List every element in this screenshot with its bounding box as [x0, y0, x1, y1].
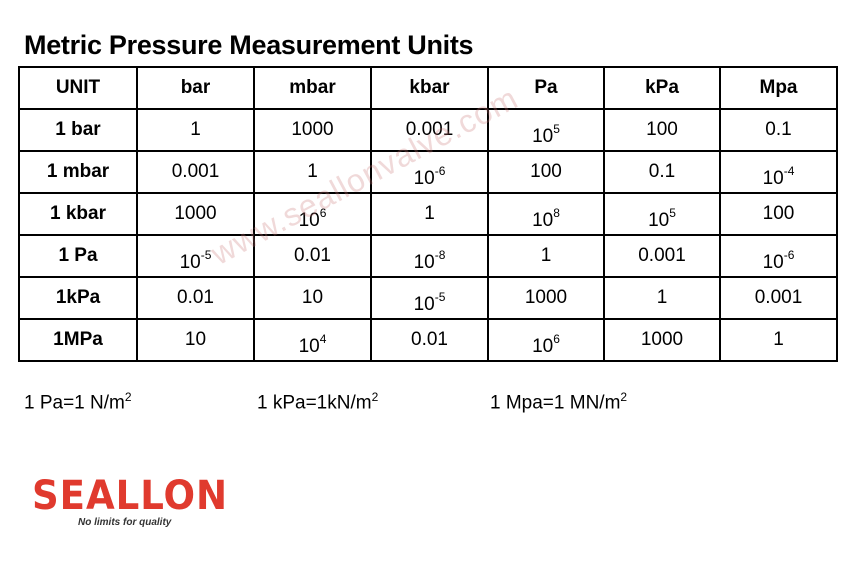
pressure-units-table: UNIT bar mbar kbar Pa kPa Mpa 1 bar 1 1000 0.001 10…	[18, 66, 838, 362]
table-cell: 10-4	[719, 150, 838, 194]
note-pa: 1 Pa=1 N/m2	[24, 390, 132, 414]
logo-tagline: No limits for quality	[78, 517, 172, 528]
column-header: mbar	[253, 66, 372, 110]
table-cell: 0.01	[136, 276, 255, 320]
table-cell: 10-6	[719, 234, 838, 278]
table-cell: 0.1	[603, 150, 721, 194]
table-row: 1kPa 0.01 10 10-5 1000 1 0.001	[18, 276, 838, 320]
column-header: kbar	[370, 66, 489, 110]
table-cell: 10	[253, 276, 372, 320]
row-header: 1 kbar	[18, 192, 138, 236]
table-cell: 105	[487, 108, 605, 152]
column-header: Mpa	[719, 66, 838, 110]
row-header: 1 bar	[18, 108, 138, 152]
table-row: 1 Pa 10-5 0.01 10-8 1 0.001 10-6	[18, 234, 838, 278]
table-cell: 1000	[253, 108, 372, 152]
table-row: 1MPa 10 104 0.01 106 1000 1	[18, 318, 838, 362]
table-cell: 100	[603, 108, 721, 152]
table-cell: 0.001	[370, 108, 489, 152]
table-cell: 106	[253, 192, 372, 236]
table-cell: 0.01	[370, 318, 489, 362]
table-cell: 10-5	[370, 276, 489, 320]
table-cell: 1	[487, 234, 605, 278]
column-header: kPa	[603, 66, 721, 110]
table-cell: 1	[719, 318, 838, 362]
table-row: 1 kbar 1000 106 1 108 105 100	[18, 192, 838, 236]
row-header: 1kPa	[18, 276, 138, 320]
table-cell: 100	[719, 192, 838, 236]
note-mpa: 1 Mpa=1 MN/m2	[490, 390, 628, 414]
column-header: Pa	[487, 66, 605, 110]
table-cell: 10-6	[370, 150, 489, 194]
page-title: Metric Pressure Measurement Units	[24, 30, 474, 60]
column-header: bar	[136, 66, 255, 110]
table-cell: 10	[136, 318, 255, 362]
table-cell: 1	[136, 108, 255, 152]
table-cell: 0.001	[603, 234, 721, 278]
table-row: 1 bar 1 1000 0.001 105 100 0.1	[18, 108, 838, 152]
seallon-logo: SEALLON	[32, 474, 228, 514]
column-header: UNIT	[18, 66, 138, 110]
row-header: 1 mbar	[18, 150, 138, 194]
row-header: 1 Pa	[18, 234, 138, 278]
table-cell: 1	[370, 192, 489, 236]
table-cell: 10-5	[136, 234, 255, 278]
note-kpa: 1 kPa=1kN/m2	[257, 390, 379, 414]
table-cell: 0.001	[719, 276, 838, 320]
table-cell: 1	[603, 276, 721, 320]
table-cell: 1000	[487, 276, 605, 320]
table-cell: 105	[603, 192, 721, 236]
table-cell: 106	[487, 318, 605, 362]
table-header-row: UNIT bar mbar kbar Pa kPa Mpa	[18, 66, 838, 110]
table-cell: 0.1	[719, 108, 838, 152]
table-cell: 1000	[136, 192, 255, 236]
table-cell: 0.001	[136, 150, 255, 194]
row-header: 1MPa	[18, 318, 138, 362]
svg-text:SEALLON: SEALLON	[32, 474, 228, 514]
table-cell: 10-8	[370, 234, 489, 278]
table-cell: 1000	[603, 318, 721, 362]
table-cell: 104	[253, 318, 372, 362]
table-cell: 1	[253, 150, 372, 194]
table-row: 1 mbar 0.001 1 10-6 100 0.1 10-4	[18, 150, 838, 194]
table-cell: 100	[487, 150, 605, 194]
unit-notes: 1 Pa=1 N/m2 1 kPa=1kN/m2 1 Mpa=1 MN/m2	[0, 390, 855, 420]
table-cell: 108	[487, 192, 605, 236]
table-cell: 0.01	[253, 234, 372, 278]
